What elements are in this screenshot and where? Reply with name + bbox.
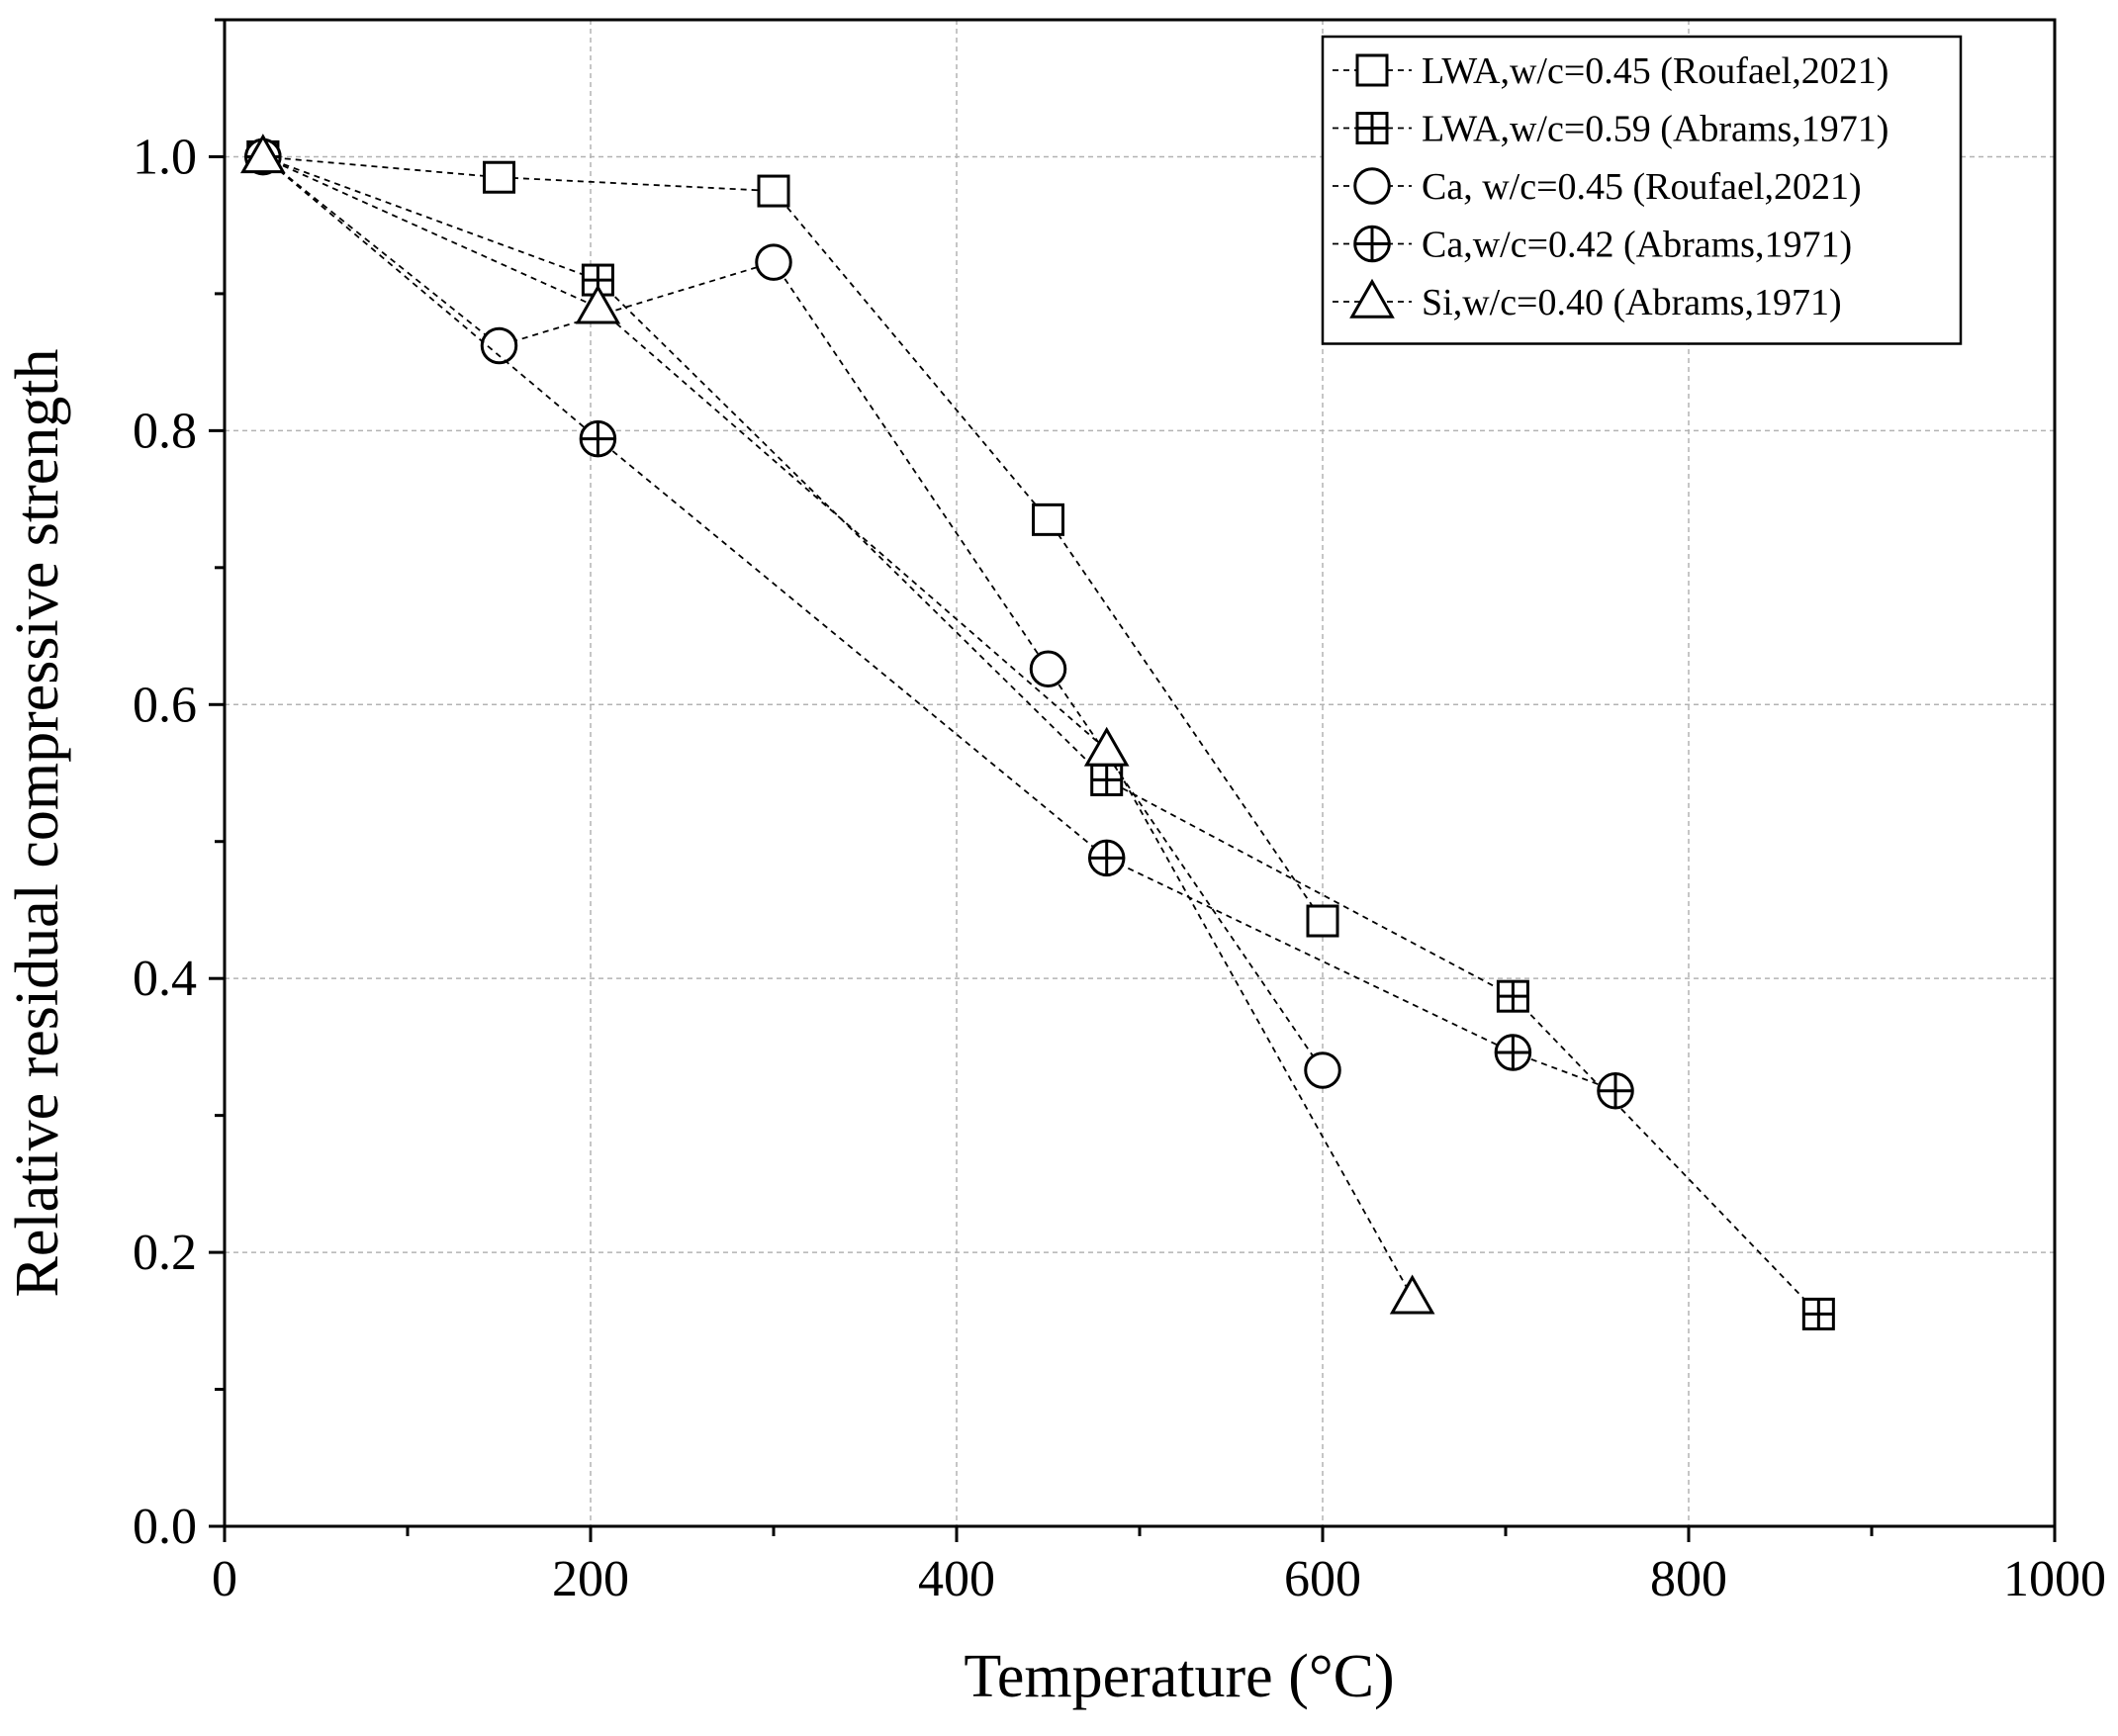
series-line xyxy=(262,155,1324,922)
marker-circle xyxy=(480,326,518,365)
x-axis-title: Temperature (°C) xyxy=(964,1643,1394,1710)
legend-entry: Ca, w/c=0.45 (Roufael,2021) xyxy=(1333,166,1862,208)
marker-square xyxy=(1032,503,1064,536)
marker-circle xyxy=(1304,1051,1341,1089)
legend-marker xyxy=(1355,53,1389,87)
legend-label: Ca,w/c=0.42 (Abrams,1971) xyxy=(1422,225,1852,266)
legend-entry: Ca,w/c=0.42 (Abrams,1971) xyxy=(1333,225,1852,266)
data-point xyxy=(1494,1034,1532,1071)
legend-marker xyxy=(1355,112,1389,144)
data-point xyxy=(1597,1071,1634,1110)
x-tick-label: 200 xyxy=(552,1551,629,1607)
data-point xyxy=(755,243,792,281)
axes: 0 200 400 600 800 1000 0.0 0.2 0.4 0.6 0.8 1.0 xyxy=(133,18,2106,1607)
x-tick-label: 600 xyxy=(1284,1551,1361,1607)
data-point xyxy=(1801,1297,1835,1330)
x-tick-label: 0 xyxy=(212,1551,237,1607)
x-tick-label: 400 xyxy=(918,1551,995,1607)
data-point xyxy=(483,160,515,194)
x-tick-label: 800 xyxy=(1650,1551,1727,1607)
data-point xyxy=(1304,1051,1341,1089)
legend-label: LWA,w/c=0.59 (Abrams,1971) xyxy=(1422,109,1888,150)
legend-entry: LWA,w/c=0.45 (Roufael,2021) xyxy=(1333,50,1888,92)
series-3 xyxy=(244,137,1341,1089)
data-point xyxy=(1083,726,1130,767)
marker-square xyxy=(483,160,515,194)
legend-entry: LWA,w/c=0.59 (Abrams,1971) xyxy=(1333,109,1888,150)
marker-triangle xyxy=(1389,1274,1435,1315)
series-4 xyxy=(244,137,1634,1110)
data-point xyxy=(1306,904,1339,938)
data-point xyxy=(240,134,286,174)
marker-square xyxy=(1355,53,1389,87)
legend-marker xyxy=(1353,167,1391,205)
legend-marker xyxy=(1353,225,1391,263)
data-point xyxy=(1087,839,1126,877)
y-tick-label: 1.0 xyxy=(133,129,197,185)
data-point xyxy=(1032,503,1064,536)
legend-entry: Si,w/c=0.40 (Abrams,1971) xyxy=(1333,278,1842,323)
legend-marker xyxy=(1349,278,1395,319)
legend-label: Si,w/c=0.40 (Abrams,1971) xyxy=(1422,282,1842,323)
x-tick-label: 1000 xyxy=(2003,1551,2106,1607)
data-point xyxy=(1496,979,1529,1013)
y-tick-label: 0.0 xyxy=(133,1499,197,1555)
marker-triangle xyxy=(240,134,286,174)
marker-triangle xyxy=(1349,278,1395,319)
marker-triangle xyxy=(1083,726,1130,767)
y-tick-label: 0.8 xyxy=(133,403,197,459)
series-line xyxy=(262,155,1324,1071)
series-5 xyxy=(240,134,1435,1315)
data-point xyxy=(480,326,518,365)
legend: LWA,w/c=0.45 (Roufael,2021) LWA,w/c=0.59 … xyxy=(1321,35,1963,345)
marker-square xyxy=(1306,904,1339,938)
data-point xyxy=(1389,1274,1435,1315)
y-tick-label: 0.4 xyxy=(133,951,197,1007)
y-tick-label: 0.6 xyxy=(133,677,197,733)
legend-label: LWA,w/c=0.45 (Roufael,2021) xyxy=(1422,50,1888,92)
y-axis-title: Relative residual compressive strength xyxy=(4,348,71,1297)
data-point xyxy=(575,284,621,324)
marker-circle xyxy=(755,243,792,281)
legend-label: Ca, w/c=0.45 (Roufael,2021) xyxy=(1422,166,1862,208)
data-point xyxy=(579,419,617,458)
legend-box xyxy=(1321,35,1963,345)
marker-square xyxy=(757,174,790,208)
series-line xyxy=(262,155,1414,1299)
marker-triangle xyxy=(575,284,621,324)
marker-circle xyxy=(1029,650,1067,688)
data-point xyxy=(1029,650,1067,688)
marker-circle xyxy=(1353,167,1391,205)
y-tick-label: 0.2 xyxy=(133,1225,197,1281)
data-point xyxy=(757,174,790,208)
series-group xyxy=(240,134,1835,1330)
